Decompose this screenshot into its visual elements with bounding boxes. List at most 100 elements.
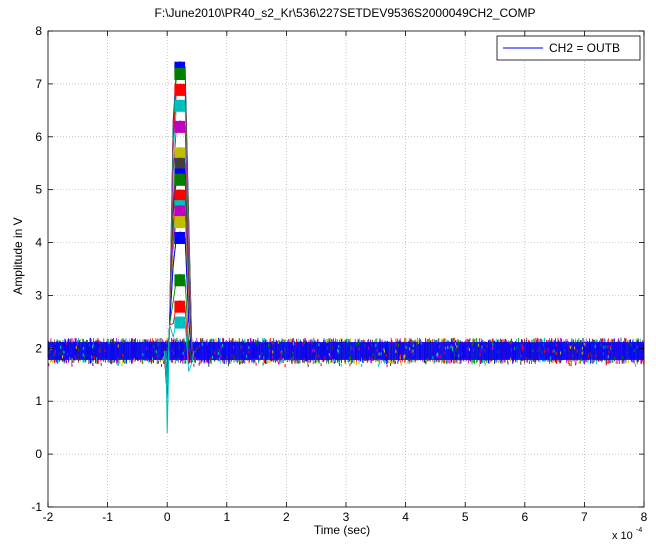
noise-fleck — [48, 350, 50, 354]
noise-fleck — [78, 338, 79, 342]
noise-fleck — [567, 341, 569, 345]
noise-fleck — [394, 361, 396, 365]
noise-fleck — [553, 349, 555, 353]
noise-fleck — [544, 349, 546, 353]
pulse-peak-cap — [174, 300, 186, 313]
noise-fleck — [395, 342, 397, 346]
noise-fleck — [98, 349, 100, 353]
noise-fleck — [630, 343, 632, 347]
noise-fleck — [261, 352, 263, 356]
noise-fleck — [295, 358, 297, 362]
pulse-peak-cap — [174, 147, 186, 160]
pulse-peak-cap — [174, 232, 186, 244]
noise-fleck — [492, 342, 494, 346]
noise-fleck — [243, 351, 244, 355]
noise-fleck — [82, 359, 84, 363]
noise-fleck — [581, 351, 583, 355]
noise-fleck — [364, 344, 366, 348]
noise-fleck — [364, 358, 366, 362]
noise-fleck — [171, 348, 173, 352]
noise-fleck — [635, 363, 637, 367]
noise-fleck — [193, 356, 195, 360]
noise-fleck — [340, 363, 342, 367]
noise-fleck — [539, 347, 541, 351]
noise-fleck — [600, 338, 602, 342]
y-tick-label: 0 — [35, 447, 42, 461]
noise-fleck — [486, 344, 488, 348]
noise-fleck — [412, 353, 414, 357]
noise-fleck — [412, 349, 414, 353]
noise-fleck — [75, 346, 77, 349]
noise-fleck — [156, 352, 158, 356]
noise-fleck — [338, 345, 340, 348]
x-tick-label: 8 — [641, 510, 648, 524]
noise-fleck — [122, 354, 124, 358]
noise-fleck — [272, 350, 274, 354]
noise-fleck — [589, 352, 591, 356]
noise-fleck — [259, 355, 261, 359]
noise-fleck — [91, 355, 93, 359]
y-tick-label: 8 — [35, 24, 42, 38]
pulse-peak-cap — [174, 189, 186, 202]
noise-fleck — [528, 361, 530, 364]
noise-fleck — [117, 344, 119, 348]
noise-fleck — [144, 339, 146, 343]
noise-fleck — [220, 346, 222, 349]
noise-fleck — [247, 339, 249, 343]
noise-fleck — [93, 355, 95, 359]
noise-fleck — [611, 338, 613, 342]
noise-fleck — [201, 342, 203, 346]
noise-fleck — [279, 358, 281, 362]
noise-fleck — [320, 363, 322, 367]
noise-fleck — [152, 357, 153, 361]
noise-fleck — [481, 360, 483, 364]
noise-fleck — [157, 360, 159, 364]
noise-fleck — [53, 353, 55, 357]
noise-fleck — [258, 359, 260, 362]
noise-fleck — [594, 345, 596, 348]
noise-fleck — [63, 354, 65, 358]
legend: CH2 = OUTB — [496, 35, 641, 61]
noise-fleck — [302, 342, 304, 346]
noise-fleck — [606, 355, 608, 359]
legend-entry: CH2 = OUTB — [549, 41, 620, 55]
noise-fleck — [411, 340, 413, 344]
pulse-peak-cap — [174, 216, 186, 229]
noise-fleck — [183, 340, 185, 344]
noise-fleck — [484, 362, 486, 366]
noise-fleck — [478, 338, 480, 342]
noise-fleck — [376, 348, 378, 352]
noise-fleck — [166, 340, 168, 344]
noise-fleck — [412, 341, 414, 345]
noise-fleck — [217, 352, 219, 355]
noise-fleck — [54, 350, 56, 354]
noise-fleck — [62, 355, 63, 359]
noise-fleck — [622, 356, 624, 360]
x-tick-label: 2 — [283, 510, 290, 524]
noise-fleck — [195, 357, 196, 361]
noise-fleck — [352, 347, 354, 351]
noise-fleck — [48, 363, 50, 367]
noise-fleck — [384, 349, 385, 353]
noise-fleck — [481, 345, 483, 349]
noise-fleck — [210, 357, 212, 360]
noise-fleck — [574, 340, 576, 344]
noise-fleck — [410, 338, 412, 342]
noise-fleck — [77, 358, 79, 362]
noise-fleck — [167, 349, 169, 353]
noise-fleck — [489, 339, 491, 343]
noise-fleck — [315, 356, 317, 360]
pulse-undershoot — [165, 350, 170, 433]
noise-fleck — [182, 351, 184, 355]
noise-fleck — [454, 353, 456, 357]
noise-fleck — [509, 341, 511, 344]
noise-fleck — [560, 351, 562, 355]
noise-fleck — [436, 339, 438, 343]
noise-fleck — [405, 345, 407, 349]
noise-fleck — [520, 354, 522, 358]
noise-fleck — [532, 349, 534, 353]
noise-fleck — [350, 347, 352, 351]
noise-fleck — [218, 349, 220, 353]
noise-fleck — [581, 357, 583, 361]
baseline-flecks — [48, 337, 645, 368]
